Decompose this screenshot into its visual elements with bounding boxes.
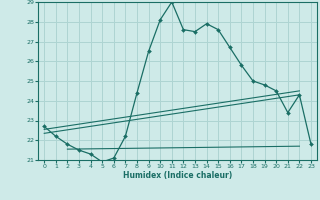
X-axis label: Humidex (Indice chaleur): Humidex (Indice chaleur) [123, 171, 232, 180]
